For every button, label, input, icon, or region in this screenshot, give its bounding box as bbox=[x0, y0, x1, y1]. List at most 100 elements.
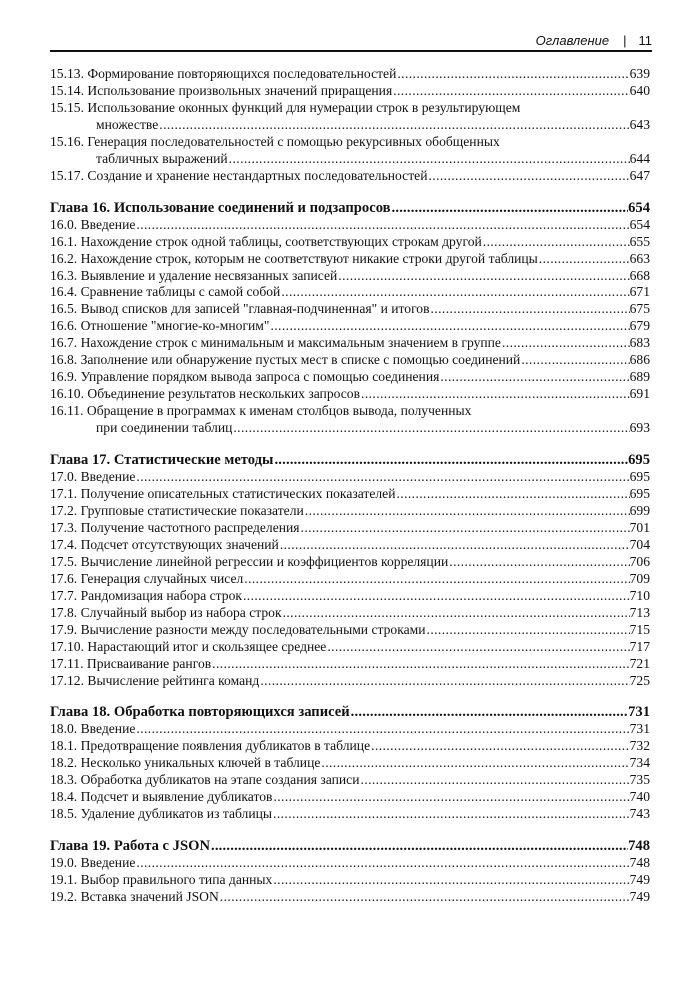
dot-leader bbox=[273, 452, 628, 469]
dot-leader bbox=[395, 486, 629, 503]
toc-entry-page: 679 bbox=[629, 318, 650, 334]
toc-entry: 15.15. Использование оконных функций для… bbox=[50, 100, 650, 134]
toc-entry-page: 701 bbox=[629, 519, 650, 535]
toc-entry-title: 16.3. Выявление и удаление несвязанных з… bbox=[50, 267, 338, 283]
toc-entry: 17.7. Рандомизация набора строк 710 bbox=[50, 588, 650, 605]
toc-entry-title: 15.15. Использование оконных функций для… bbox=[50, 99, 521, 115]
toc-entry: 17.0. Введение 695 bbox=[50, 469, 650, 486]
header-section-title: Оглавление bbox=[535, 33, 610, 48]
dot-leader bbox=[219, 889, 630, 906]
dot-leader bbox=[243, 571, 629, 588]
dot-leader bbox=[135, 721, 629, 738]
toc-entry: 16.2. Нахождение строк, которым не соотв… bbox=[50, 251, 650, 268]
toc-entry-title: 17.0. Введение bbox=[50, 469, 136, 485]
dot-leader bbox=[135, 469, 629, 486]
toc-entry-continuation-page: 644 bbox=[629, 150, 650, 166]
toc-entry-page: 740 bbox=[629, 789, 650, 805]
dot-leader bbox=[392, 83, 629, 100]
toc-entry: 15.17. Создание и хранение нестандартных… bbox=[50, 168, 650, 185]
toc-entry-page: 735 bbox=[629, 772, 650, 788]
toc-entry-page: 663 bbox=[629, 250, 650, 266]
toc-entry: 17.11. Присваивание рангов 721 bbox=[50, 656, 650, 673]
toc-entry-title: 17.4. Подсчет отсутствующих значений bbox=[50, 536, 279, 552]
toc-entry-title: 18.4. Подсчет и выявление дубликатов bbox=[50, 789, 273, 805]
dot-leader bbox=[427, 168, 629, 185]
toc-entry: 18.1. Предотвращение появления дубликато… bbox=[50, 738, 650, 755]
toc-entry-page: 732 bbox=[629, 738, 650, 754]
dot-leader bbox=[430, 301, 630, 318]
header-page-number: 11 bbox=[638, 33, 653, 48]
toc-entry: 17.2. Групповые статистические показател… bbox=[50, 503, 650, 520]
toc-entry-page: 748 bbox=[629, 855, 650, 871]
toc-entry-title: 17.11. Присваивание рангов bbox=[50, 655, 212, 671]
toc-entry: 16.10. Объединение результатов нескольки… bbox=[50, 386, 650, 403]
toc-entry-page: 639 bbox=[629, 66, 650, 81]
toc-entry: 19.2. Вставка значений JSON 749 bbox=[50, 889, 650, 906]
toc-entry-continuation-page: 643 bbox=[629, 116, 650, 132]
dot-leader bbox=[279, 537, 630, 554]
toc-entry-title: 17.7. Рандомизация набора строк bbox=[50, 587, 242, 603]
table-of-contents: 15.13. Формирование повторяющихся послед… bbox=[50, 66, 650, 906]
dot-leader bbox=[359, 772, 629, 789]
toc-entry-page: 731 bbox=[629, 721, 650, 737]
dot-leader bbox=[320, 755, 629, 772]
dot-leader bbox=[391, 200, 629, 217]
dot-leader bbox=[501, 335, 630, 352]
toc-entry-page: 699 bbox=[629, 502, 650, 518]
toc-entry-title: 16.0. Введение bbox=[50, 216, 136, 232]
dot-leader bbox=[228, 151, 630, 168]
dot-leader bbox=[269, 318, 629, 335]
toc-entry-title: 15.14. Использование произвольных значен… bbox=[50, 82, 393, 98]
toc-entry-title: 16.4. Сравнение таблицы с самой собой bbox=[50, 284, 281, 300]
chapter-heading: Глава 17. Статистические методы 695 bbox=[50, 452, 650, 469]
toc-entry-page: 691 bbox=[629, 386, 650, 402]
toc-entry: 16.5. Вывод списков для записей "главная… bbox=[50, 301, 650, 318]
toc-entry: 16.0. Введение 654 bbox=[50, 217, 650, 234]
toc-entry-continuation-page: 693 bbox=[629, 420, 650, 436]
toc-entry-page: 695 bbox=[629, 486, 650, 502]
toc-entry: 18.3. Обработка дубликатов на этапе созд… bbox=[50, 772, 650, 789]
toc-entry-title: 16.7. Нахождение строк с минимальным и м… bbox=[50, 335, 501, 351]
dot-leader bbox=[272, 872, 629, 889]
toc-entry-title: 16.1. Нахождение строк одной таблицы, со… bbox=[50, 233, 482, 249]
toc-entry: 16.7. Нахождение строк с минимальным и м… bbox=[50, 335, 650, 352]
dot-leader bbox=[337, 268, 629, 285]
toc-entry: 16.1. Нахождение строк одной таблицы, со… bbox=[50, 234, 650, 251]
dot-leader bbox=[370, 738, 630, 755]
dot-leader bbox=[350, 704, 628, 721]
toc-entry-title: 19.2. Вставка значений JSON bbox=[50, 889, 219, 905]
toc-entry-title: 18.3. Обработка дубликатов на этапе созд… bbox=[50, 772, 360, 788]
running-header: Оглавление | 11 bbox=[50, 28, 652, 52]
dot-leader bbox=[158, 117, 629, 134]
toc-entry-title: 17.3. Получение частотного распределения bbox=[50, 519, 300, 535]
dot-leader bbox=[210, 838, 628, 855]
toc-entry-continuation-title: табличных выражений bbox=[96, 150, 228, 166]
toc-entry-title: 16.2. Нахождение строк, которым не соотв… bbox=[50, 250, 538, 266]
chapter-heading-title: Глава 18. Обработка повторяющихся записе… bbox=[50, 704, 350, 721]
dot-leader bbox=[396, 66, 629, 83]
toc-entry: 16.4. Сравнение таблицы с самой собой 671 bbox=[50, 284, 650, 301]
chapter-heading-page: 731 bbox=[628, 704, 650, 721]
toc-entry: 17.9. Вычисление разности между последов… bbox=[50, 622, 650, 639]
toc-entry-title: 17.10. Нарастающий итог и скользящее сре… bbox=[50, 638, 327, 654]
toc-entry-title: 15.13. Формирование повторяющихся послед… bbox=[50, 66, 397, 81]
dot-leader bbox=[360, 386, 630, 403]
dot-leader bbox=[272, 806, 630, 823]
toc-entry-page: 749 bbox=[629, 872, 650, 888]
dot-leader bbox=[242, 588, 630, 605]
toc-entry-page: 655 bbox=[629, 233, 650, 249]
toc-entry-page: 654 bbox=[629, 216, 650, 232]
toc-entry: 17.5. Вычисление линейной регрессии и ко… bbox=[50, 554, 650, 571]
toc-entry-page: 675 bbox=[629, 301, 650, 317]
dot-leader bbox=[259, 673, 629, 690]
toc-entry-page: 715 bbox=[629, 621, 650, 637]
toc-entry: 18.0. Введение 731 bbox=[50, 721, 650, 738]
dot-leader bbox=[439, 369, 629, 386]
toc-entry-title: 16.8. Заполнение или обнаружение пустых … bbox=[50, 352, 521, 368]
toc-entry-title: 19.1. Выбор правильного типа данных bbox=[50, 872, 273, 888]
toc-entry-page: 725 bbox=[629, 672, 650, 688]
toc-entry: 19.0. Введение 748 bbox=[50, 855, 650, 872]
toc-entry: 17.3. Получение частотного распределения… bbox=[50, 520, 650, 537]
toc-entry-continuation-title: множестве bbox=[96, 116, 159, 132]
toc-entry-page: 695 bbox=[629, 469, 650, 485]
